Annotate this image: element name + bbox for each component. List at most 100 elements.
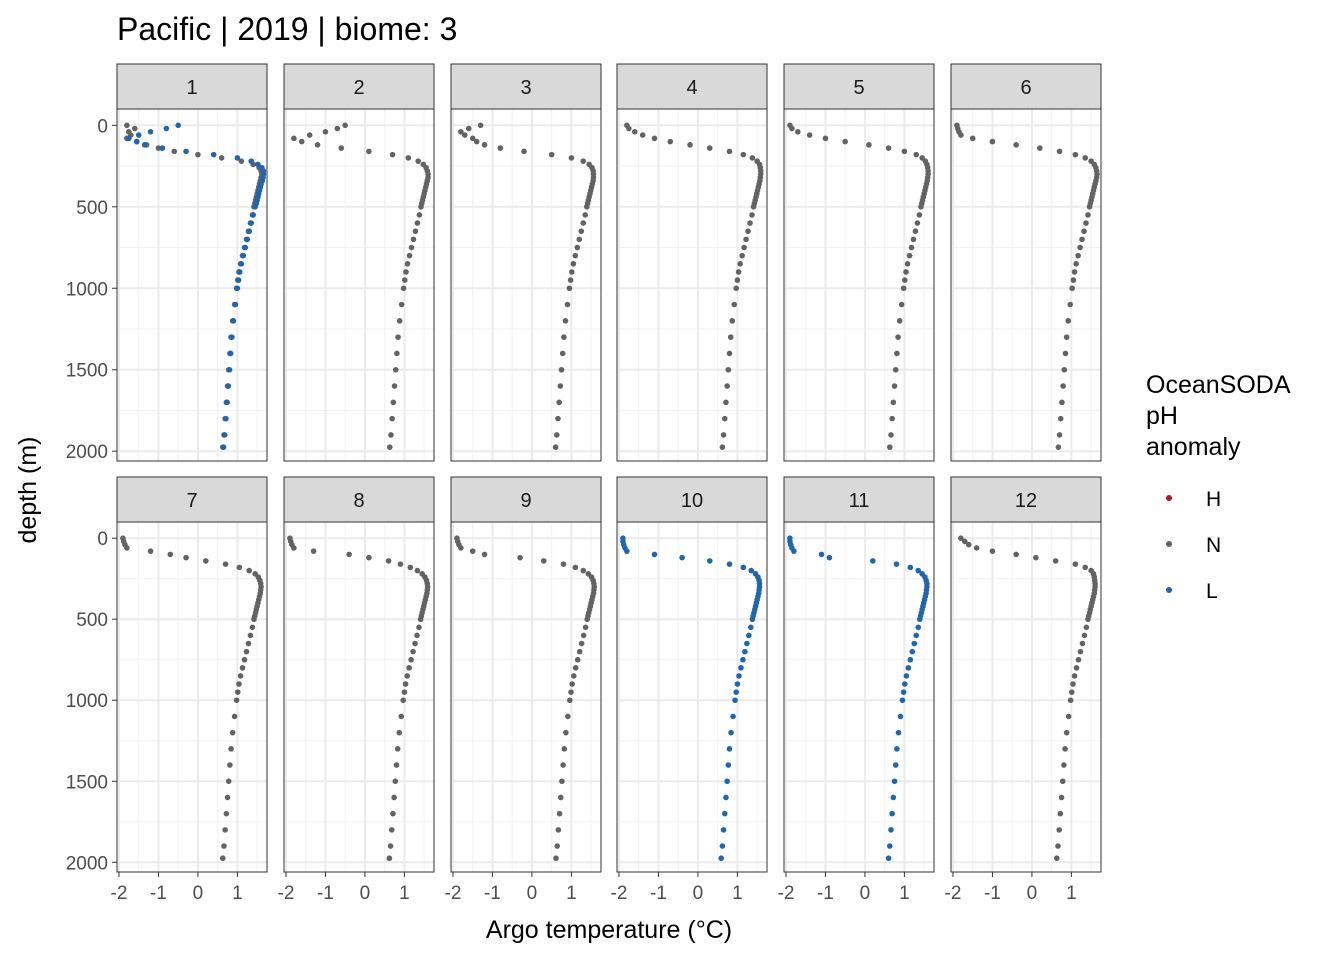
data-point-N	[147, 548, 154, 554]
data-point-N	[222, 827, 228, 833]
data-point-N	[396, 729, 403, 736]
data-point-N	[1056, 432, 1063, 438]
data-point-N	[565, 713, 571, 720]
data-point-N	[1083, 624, 1090, 631]
data-point-N	[124, 122, 130, 129]
y-tick-label: 0	[97, 529, 108, 550]
data-point-N	[1067, 697, 1074, 704]
data-point-N	[1071, 673, 1078, 679]
data-point-L	[911, 640, 918, 647]
data-point-N	[229, 729, 236, 736]
x-tick-label: -1	[150, 883, 167, 904]
data-point-L	[726, 746, 733, 752]
panel-points	[787, 535, 930, 862]
data-point-L	[893, 561, 900, 567]
data-point-L	[718, 855, 725, 862]
data-point-N	[249, 624, 256, 631]
panel-points	[454, 535, 598, 862]
data-point-N	[1081, 228, 1087, 235]
data-point-N	[310, 548, 317, 554]
data-point-N	[1072, 561, 1079, 567]
data-point-N	[227, 762, 233, 768]
data-point-N	[1060, 383, 1066, 389]
data-point-N	[582, 624, 589, 631]
data-point-N	[389, 415, 395, 422]
data-point-N	[737, 261, 743, 267]
data-point-L	[736, 673, 742, 679]
data-point-N	[866, 142, 872, 148]
data-point-N	[895, 334, 901, 340]
data-point-L	[721, 810, 728, 817]
data-point-N	[246, 567, 253, 574]
data-point-N	[584, 616, 590, 623]
facet-strip-label: 8	[353, 490, 364, 512]
data-point-N	[183, 554, 189, 561]
data-point-N	[239, 665, 246, 671]
data-point-N	[918, 203, 924, 210]
data-point-N	[1068, 689, 1075, 695]
data-point-N	[414, 632, 420, 639]
data-point-N	[562, 318, 569, 324]
x-tick-label: 0	[360, 883, 371, 904]
data-point-N	[806, 132, 813, 138]
data-point-L	[159, 145, 166, 151]
data-point-L	[723, 794, 729, 801]
data-point-N	[574, 244, 581, 251]
data-point-N	[578, 640, 585, 647]
data-point-L	[230, 318, 237, 324]
facet-strip-label: 2	[353, 77, 364, 99]
x-tick-label: 0	[860, 883, 871, 904]
data-point-N	[395, 334, 401, 340]
data-point-N	[898, 301, 905, 308]
data-point-N	[731, 301, 738, 308]
data-point-N	[962, 538, 968, 545]
facet-strip	[283, 476, 435, 523]
data-point-N	[561, 334, 567, 340]
data-point-N	[481, 551, 488, 558]
data-point-L	[915, 624, 922, 631]
facet-strip	[950, 476, 1102, 523]
data-point-N	[1079, 640, 1086, 647]
data-point-N	[557, 383, 564, 389]
data-point-N	[570, 261, 577, 267]
data-point-N	[1083, 220, 1089, 226]
data-point-N	[735, 269, 742, 275]
data-point-N	[727, 334, 734, 340]
data-point-N	[552, 444, 559, 450]
data-point-N	[914, 220, 921, 226]
data-point-L	[734, 681, 741, 687]
x-tick-label: -1	[317, 883, 334, 904]
data-point-N	[388, 827, 395, 833]
data-point-N	[901, 148, 908, 155]
data-point-L	[907, 656, 914, 663]
data-point-N	[908, 244, 915, 251]
data-point-N	[553, 432, 560, 438]
panel-background	[451, 522, 601, 872]
data-point-L	[242, 244, 249, 251]
x-tick-label: 0	[193, 883, 204, 904]
panel-background	[451, 109, 601, 461]
data-point-N	[243, 648, 250, 655]
data-point-N	[203, 558, 209, 564]
panel-points	[624, 122, 764, 450]
data-point-N	[886, 444, 893, 450]
facet-panel-5: 5	[783, 63, 935, 462]
data-point-L	[244, 236, 251, 243]
panel-border	[116, 521, 268, 873]
panel-background	[617, 109, 767, 461]
data-point-N	[1085, 212, 1091, 218]
data-point-N	[723, 399, 729, 406]
data-point-L	[234, 155, 241, 161]
data-point-N	[228, 746, 234, 752]
data-point-N	[1033, 554, 1039, 561]
y-tick-label: 1000	[66, 279, 108, 300]
legend-label-N: N	[1206, 534, 1221, 557]
data-point-N	[342, 122, 348, 129]
x-tick-label: 1	[899, 883, 910, 904]
legend-label-H: H	[1206, 488, 1221, 511]
facet-strip-label: 9	[520, 490, 531, 512]
data-point-L	[740, 656, 746, 663]
data-point-N	[890, 399, 897, 406]
data-point-N	[1071, 269, 1078, 275]
facet-panel-3: 3	[450, 63, 602, 462]
